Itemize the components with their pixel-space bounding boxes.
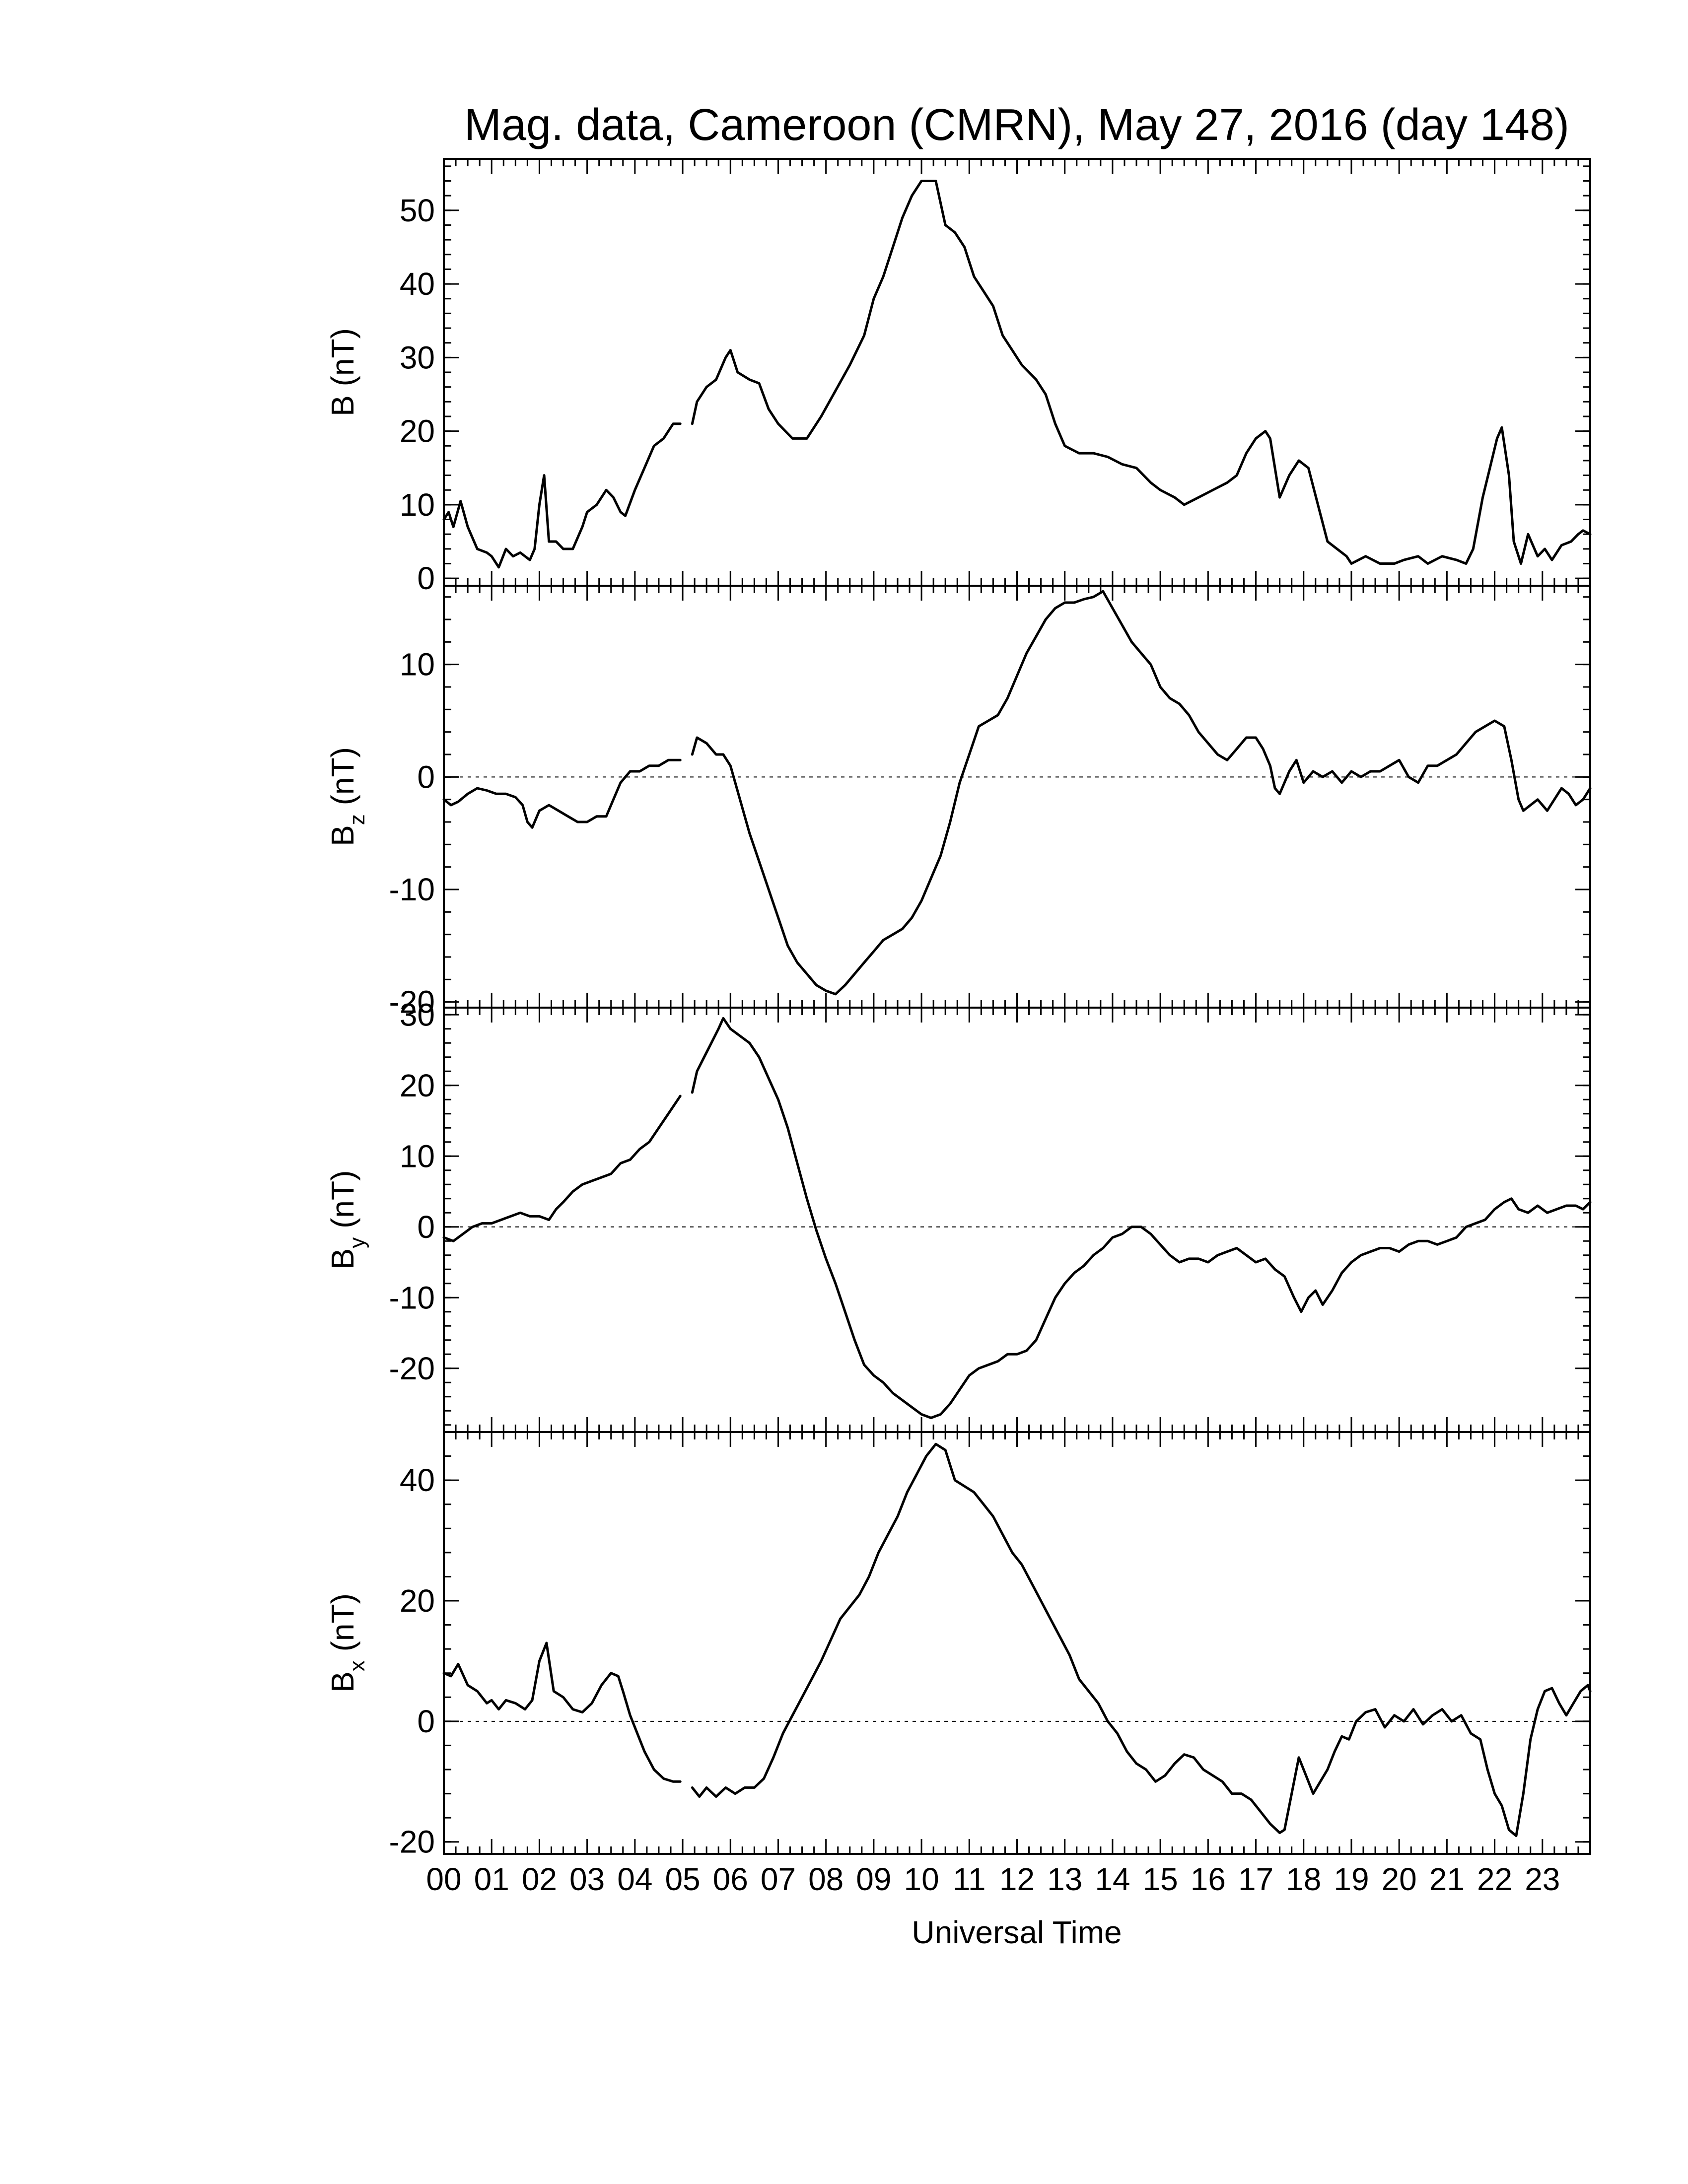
y-tick-label: 0 [417,759,435,795]
y-tick-label: -20 [389,1351,435,1386]
series-line-bz-segment-1 [442,758,682,829]
y-tick-label: 40 [400,266,435,302]
y-tick-label: 0 [417,560,435,596]
x-axis-label: Universal Time [912,1914,1122,1950]
x-tick-label: 18 [1286,1861,1321,1897]
x-tick-label: 15 [1143,1861,1178,1897]
x-tick-label: 07 [761,1861,796,1897]
x-axis-tick-labels: 00 01 02 03 04 05 06 07 08 09 10 11 12 13 14 15 16 17 18 19… [426,1861,1560,1897]
y-axis-label-bx: Bx (nT) [325,1593,369,1693]
x-tick-label: 19 [1334,1861,1369,1897]
y-tick-label: 0 [417,1209,435,1245]
series-line-b-segment-2 [691,180,1592,565]
x-tick-label: 16 [1191,1861,1226,1897]
y-tick-label: -20 [389,984,435,1020]
y-tick-label: 10 [400,647,435,682]
series-line-b-segment-1 [442,422,682,569]
x-tick-label: 03 [569,1861,605,1897]
panel-bz: -20 -10 0 10 Bz (nT) [325,585,1592,1020]
x-tick-label: 00 [426,1861,461,1897]
x-tick-label: 12 [999,1861,1035,1897]
series-line-by-segment-1 [442,1094,682,1242]
x-tick-label: 09 [856,1861,891,1897]
panel-frame-by [443,1007,1591,1433]
chart-title: Mag. data, Cameroon (CMRN), May 27, 2016… [464,100,1569,150]
x-tick-label: 21 [1429,1861,1465,1897]
series-line-bz-segment-2 [691,590,1592,996]
x-tick-label: 13 [1047,1861,1082,1897]
x-tick-label: 17 [1238,1861,1273,1897]
x-tick-label: 08 [808,1861,844,1897]
panel-frame-b [443,158,1591,587]
panel-b: 0 10 20 30 40 50 B (nT) [325,158,1592,596]
x-tick-label: 06 [713,1861,748,1897]
y-axis-label-b: B (nT) [325,328,360,416]
y-tick-label: 10 [400,487,435,523]
panels: 0 10 20 30 40 50 B (nT) -20 -10 0 10 Bz (nT) -20 -10 0… [325,158,1592,1860]
y-tick-label: -10 [389,872,435,907]
y-tick-label: 20 [400,1068,435,1103]
x-tick-label: 10 [904,1861,939,1897]
panel-frame-bx [443,1431,1591,1855]
x-tick-label: 14 [1095,1861,1130,1897]
y-tick-label: -10 [389,1280,435,1315]
x-tick-label: 02 [522,1861,557,1897]
panel-bx: -20 0 20 40 Bx (nT) [325,1431,1592,1860]
series-line-by-segment-2 [691,1017,1592,1419]
x-tick-label: 01 [474,1861,509,1897]
x-tick-label: 05 [665,1861,700,1897]
y-tick-label: 10 [400,1138,435,1174]
x-tick-label: 20 [1382,1861,1417,1897]
y-tick-label: 30 [400,997,435,1032]
y-tick-label: 20 [400,413,435,449]
y-tick-label: 30 [400,340,435,375]
y-axis-label-bz: Bz (nT) [325,747,369,846]
y-tick-label: 50 [400,193,435,228]
x-tick-label: 22 [1477,1861,1512,1897]
y-tick-label: 40 [400,1462,435,1498]
series-line-bx-segment-1 [442,1641,682,1783]
y-tick-label: -20 [389,1824,435,1860]
x-tick-label: 11 [953,1861,985,1897]
y-tick-label: 20 [400,1583,435,1619]
y-axis-label-by: By (nT) [325,1170,369,1270]
y-tick-label: 0 [417,1704,435,1739]
panel-by: -20 -10 0 10 20 30 By (nT) [325,997,1592,1433]
x-tick-label: 23 [1525,1861,1560,1897]
x-tick-label: 04 [617,1861,652,1897]
series-line-bx-segment-2 [691,1442,1592,1838]
